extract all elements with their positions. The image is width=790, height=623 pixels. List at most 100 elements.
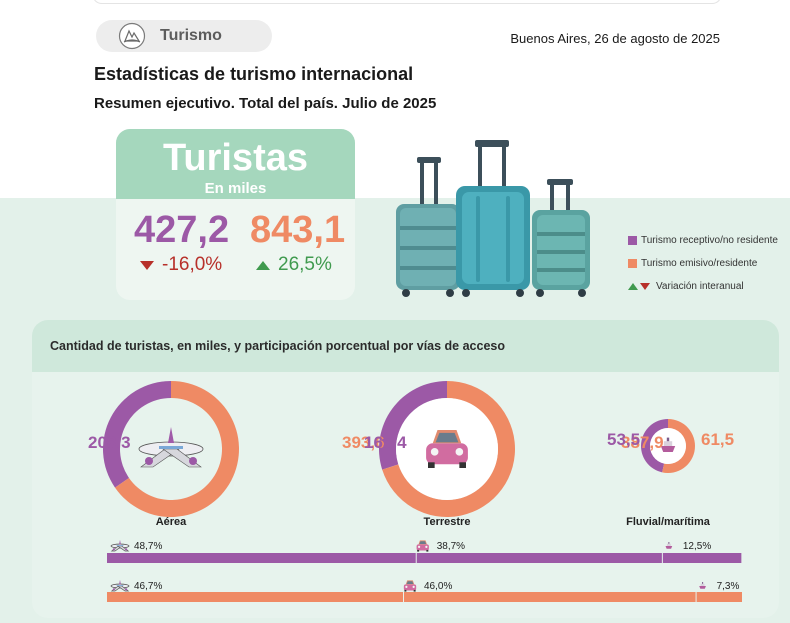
access-panel: Cantidad de turistas, en miles, y partic…	[32, 320, 779, 618]
up-arrow-icon	[256, 260, 270, 270]
ship-chimney	[666, 437, 670, 442]
car-light-left	[430, 448, 439, 456]
car-wheel-left	[417, 549, 420, 552]
legend-item-emisivo: Turismo emisivo/residente	[628, 257, 778, 269]
participation-bar-emisivo-2	[696, 592, 742, 602]
airplane-windows	[116, 585, 124, 586]
donut-value-emisivo-0: 393,6	[342, 433, 385, 452]
donut-slice-receptivo-1	[379, 381, 447, 470]
airplane-engine-left	[112, 548, 115, 551]
car-light-right	[412, 585, 415, 588]
airplane-tail	[168, 427, 174, 443]
access-chart	[103, 381, 742, 602]
ship-chimney	[668, 542, 670, 544]
legend-swatch-receptivo	[628, 235, 637, 245]
participation-row-emisivo	[107, 579, 742, 602]
legend: Turismo receptivo/no residente Turismo e…	[628, 234, 778, 303]
car-windshield	[435, 432, 459, 443]
ship-hull	[699, 586, 706, 589]
legend-swatch-emisivo	[628, 258, 637, 268]
bar-car-icon	[416, 540, 429, 552]
bar-ship-icon	[665, 542, 673, 549]
ship-cabin	[663, 441, 673, 446]
receptivo-total: 427,2	[134, 209, 230, 251]
car-wheel-left	[428, 462, 435, 468]
tourism-logo-icon	[118, 22, 146, 50]
donut-slice-receptivo-0	[103, 381, 171, 488]
down-arrow-icon	[140, 260, 154, 270]
legend-label-variacion: Variación interanual	[656, 280, 744, 292]
legend-item-receptivo: Turismo receptivo/no residente	[628, 234, 778, 246]
page-subtitle: Resumen ejecutivo. Total del país. Julio…	[94, 95, 437, 112]
car-light-right	[455, 448, 464, 456]
report-date: Buenos Aires, 26 de agosto de 2025	[510, 31, 720, 46]
donut-slice-receptivo-2	[641, 419, 668, 473]
legend-down-arrow-icon	[640, 282, 650, 290]
donut-value-receptivo-0: 208,3	[88, 433, 131, 452]
ship-cabin	[700, 583, 705, 586]
mode-label-1: Terrestre	[423, 516, 471, 528]
ship-hull	[665, 546, 673, 549]
participation-bar-emisivo-0	[107, 592, 404, 602]
participation-bar-receptivo-1	[416, 553, 662, 563]
participation-label-receptivo-1: 38,7%	[436, 541, 466, 552]
car-wheel-right	[459, 462, 466, 468]
section-pill: Turismo	[96, 20, 272, 52]
donut-value-receptivo-1: 165,4	[364, 433, 407, 452]
legend-item-variacion: Variación interanual	[628, 280, 778, 292]
suitcase-right-icon	[532, 179, 590, 297]
emisivo-variation-value: 26,5%	[278, 254, 332, 275]
donut-value-receptivo-2: 53,5	[607, 430, 641, 449]
mode-label-2: Fluvial/marítima	[626, 516, 710, 528]
donut-1	[379, 381, 515, 517]
donut-slice-emisivo-2	[662, 419, 696, 473]
airplane-engine-right	[125, 588, 128, 591]
ship-hull	[660, 446, 676, 452]
donut-value-emisivo-1: 387,9	[621, 433, 664, 452]
participation-label-receptivo-2: 12,5%	[682, 541, 712, 552]
donut-0	[103, 381, 239, 517]
airplane-tail	[119, 579, 121, 585]
car-wheel-left	[404, 589, 407, 592]
emisivo-variation: 26,5%	[256, 254, 332, 276]
participation-row-receptivo	[107, 539, 742, 563]
receptivo-variation-value: -16,0%	[162, 254, 223, 275]
mode-label-0: Aérea	[155, 516, 187, 528]
top-card-edge	[92, 0, 722, 4]
ship-cabin	[666, 543, 671, 546]
car-wheel-right	[426, 549, 429, 552]
car-body	[403, 584, 417, 591]
participation-label-receptivo-0: 48,7%	[134, 541, 163, 552]
legend-label-emisivo: Turismo emisivo/residente	[641, 257, 758, 269]
car-light-right	[425, 545, 428, 548]
emisivo-total: 843,1	[250, 209, 346, 251]
section-label: Turismo	[160, 27, 222, 44]
participation-label-emisivo-0: 46,7%	[134, 581, 163, 592]
car-light-left	[405, 585, 408, 588]
luggage-illustration	[396, 140, 590, 297]
bar-car-icon	[403, 580, 417, 592]
car-body	[416, 544, 429, 551]
participation-bar-receptivo-2	[662, 553, 742, 563]
turistas-title: Turistas	[162, 137, 308, 179]
suitcase-left-icon	[396, 157, 460, 297]
participation-label-emisivo-1: 46,0%	[424, 581, 453, 592]
car-light-left	[417, 545, 421, 548]
donut-value-emisivo-2: 61,5	[701, 430, 735, 449]
airplane-engine-left	[145, 457, 153, 465]
suitcase-center-icon	[456, 140, 530, 297]
airplane-windows	[159, 446, 183, 449]
bar-airplane-icon	[110, 539, 130, 552]
bar-ship-icon	[699, 582, 706, 589]
airplane-engine-right	[125, 548, 128, 551]
airplane-engine-right	[189, 457, 197, 465]
airplane-engine-left	[112, 588, 115, 591]
turistas-unit: En miles	[204, 180, 267, 197]
legend-up-arrow-icon	[628, 282, 638, 290]
access-title: Cantidad de turistas, en miles, y partic…	[32, 320, 779, 372]
airplane-windows	[116, 545, 124, 546]
participation-label-emisivo-2: 7,3%	[716, 581, 740, 592]
participation-bar-emisivo-1	[404, 592, 696, 602]
turistas-card: Turistas En miles 427,2 843,1 -16,0% 26,…	[116, 129, 355, 300]
